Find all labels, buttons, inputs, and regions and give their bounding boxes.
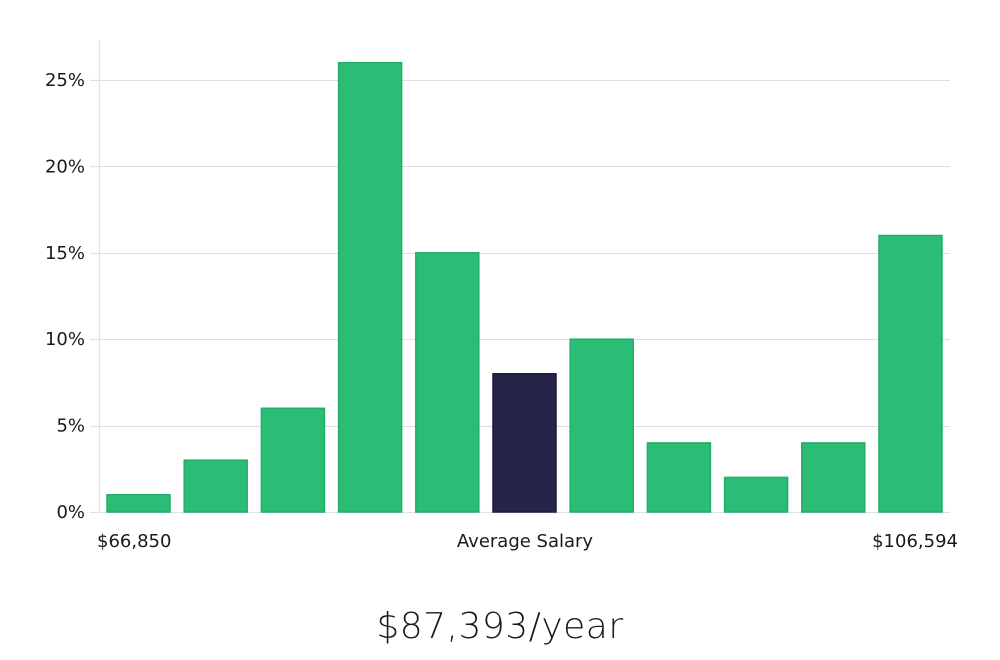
x-range-max-label: $106,594 [872, 531, 958, 552]
y-tick-label-0: 0% [56, 502, 85, 523]
bar-average-salary [492, 373, 557, 513]
x-axis-label: Average Salary [457, 531, 594, 552]
y-tick-label-5: 5% [56, 416, 85, 437]
salary-distribution-chart: 0%5%10%15%20%25% $66,850 Average Salary … [45, 40, 958, 552]
bar-3 [260, 407, 326, 513]
average-salary-value: $87,393/year [376, 606, 624, 647]
x-range-min-label: $66,850 [97, 531, 171, 552]
bar-11 [878, 234, 943, 513]
bar-1 [106, 493, 171, 513]
bar-2 [183, 459, 248, 513]
bar-8 [646, 442, 712, 513]
y-tick-label-25: 25% [45, 70, 85, 91]
bar-series [106, 61, 943, 513]
bar-4 [337, 61, 403, 513]
y-tick-label-10: 10% [45, 329, 85, 350]
bar-9 [723, 476, 789, 513]
y-axis-ticks: 0% 5% 10% 15% 20% 25% [45, 70, 100, 523]
bar-7 [569, 338, 634, 513]
y-tick-label-20: 20% [45, 156, 85, 177]
y-tick-label-15: 15% [45, 243, 85, 264]
bar-10 [801, 442, 866, 513]
bar-5 [415, 252, 480, 513]
